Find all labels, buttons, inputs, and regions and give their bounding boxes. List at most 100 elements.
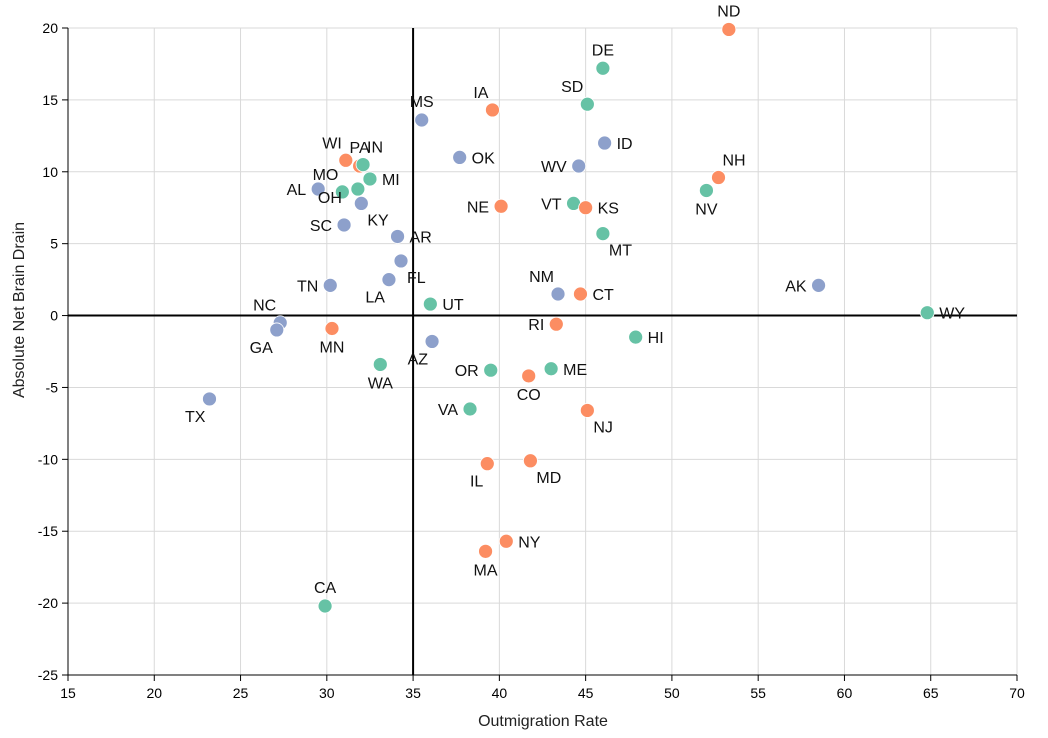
data-point-wv bbox=[571, 158, 587, 174]
data-point-ok bbox=[452, 149, 468, 165]
point-label-nd: ND bbox=[717, 3, 740, 20]
data-point-ar bbox=[390, 229, 405, 244]
point-label-ks: KS bbox=[598, 201, 619, 218]
data-point-ny bbox=[498, 533, 514, 549]
data-point-ne bbox=[493, 198, 509, 214]
data-point-ks bbox=[578, 200, 594, 216]
data-point-il bbox=[479, 456, 495, 472]
data-point-mi bbox=[362, 171, 378, 187]
y-tick-label: -10 bbox=[38, 451, 58, 467]
data-point-ma bbox=[478, 543, 493, 559]
data-point-wa bbox=[372, 357, 388, 372]
data-point-mt bbox=[595, 226, 611, 242]
data-point-va bbox=[462, 401, 478, 417]
data-point-in bbox=[355, 157, 371, 172]
data-point-ms bbox=[414, 112, 430, 128]
point-label-wi: WI bbox=[322, 135, 342, 152]
data-point-nh bbox=[711, 170, 726, 185]
point-label-me: ME bbox=[563, 362, 587, 379]
y-tick-label: -5 bbox=[46, 379, 59, 395]
data-point-ri bbox=[548, 316, 564, 332]
data-point-wy bbox=[919, 305, 935, 321]
data-point-ia bbox=[485, 102, 500, 118]
x-tick-label: 25 bbox=[233, 685, 249, 701]
point-label-de: DE bbox=[592, 42, 614, 59]
y-tick-label: -20 bbox=[38, 595, 58, 611]
x-tick-label: 65 bbox=[923, 685, 939, 701]
x-tick-label: 40 bbox=[492, 685, 508, 701]
point-label-tn: TN bbox=[297, 278, 318, 295]
y-axis-title: Absolute Net Brain Drain bbox=[11, 222, 28, 398]
y-tick-label: 0 bbox=[50, 308, 58, 324]
point-label-va: VA bbox=[438, 402, 458, 419]
data-point-de bbox=[595, 60, 611, 76]
x-tick-label: 20 bbox=[146, 685, 162, 701]
x-tick-label: 35 bbox=[405, 685, 421, 701]
data-point-co bbox=[521, 368, 537, 384]
data-point-md bbox=[523, 453, 538, 469]
point-label-or: OR bbox=[455, 363, 479, 380]
y-tick-label: 20 bbox=[42, 20, 58, 36]
point-label-mo: MO bbox=[313, 167, 339, 184]
data-point-tn bbox=[322, 277, 338, 293]
point-label-ia: IA bbox=[473, 85, 488, 102]
data-point-la bbox=[381, 272, 397, 288]
point-label-wv: WV bbox=[541, 159, 567, 176]
data-point-ct bbox=[573, 286, 588, 302]
data-point-oh bbox=[350, 181, 366, 197]
point-label-nh: NH bbox=[722, 153, 745, 170]
x-tick-label: 50 bbox=[664, 685, 680, 701]
data-point-ca bbox=[317, 598, 333, 614]
data-point-ut bbox=[422, 296, 438, 312]
data-point-fl bbox=[393, 253, 409, 269]
point-label-ga: GA bbox=[250, 340, 273, 357]
point-label-nv: NV bbox=[695, 201, 718, 218]
point-label-ne: NE bbox=[467, 199, 489, 216]
axes: 15 20 25 30 35 40 45 50 55 60 65 7020151050-5-10-15… bbox=[38, 20, 1025, 701]
point-label-sc: SC bbox=[310, 218, 332, 235]
point-label-in: IN bbox=[367, 140, 383, 157]
point-label-ri: RI bbox=[528, 317, 544, 334]
data-point-sc bbox=[336, 217, 352, 233]
y-tick-label: -15 bbox=[38, 523, 58, 539]
point-label-al: AL bbox=[287, 182, 307, 199]
y-tick-label: -25 bbox=[38, 667, 58, 683]
data-point-nm bbox=[550, 286, 566, 302]
data-point-tx bbox=[202, 391, 217, 407]
data-point-az bbox=[424, 334, 440, 349]
point-label-ca: CA bbox=[314, 580, 337, 597]
point-label-ny: NY bbox=[518, 534, 541, 551]
point-label-ar: AR bbox=[410, 229, 432, 246]
point-label-hi: HI bbox=[648, 330, 664, 347]
point-label-md: MD bbox=[536, 470, 561, 487]
point-label-ok: OK bbox=[472, 150, 495, 167]
point-label-nc: NC bbox=[253, 298, 276, 315]
point-label-ma: MA bbox=[474, 562, 498, 579]
point-label-nm: NM bbox=[529, 269, 554, 286]
data-point-mo bbox=[334, 184, 350, 200]
grid-lines bbox=[68, 27, 1018, 675]
point-label-ky: KY bbox=[367, 212, 389, 229]
point-label-vt: VT bbox=[541, 196, 562, 213]
point-label-ms: MS bbox=[410, 94, 434, 111]
point-label-mi: MI bbox=[382, 172, 400, 189]
data-point-ky bbox=[353, 196, 369, 211]
point-label-ut: UT bbox=[442, 297, 464, 314]
data-point-id bbox=[597, 135, 613, 151]
data-point-al bbox=[310, 181, 326, 197]
y-tick-label: 5 bbox=[50, 236, 58, 252]
point-label-mn: MN bbox=[320, 339, 345, 356]
data-points bbox=[202, 22, 935, 614]
point-label-tx: TX bbox=[185, 409, 206, 426]
point-label-pa: PA bbox=[350, 140, 370, 157]
point-label-wy: WY bbox=[939, 306, 965, 323]
point-label-mt: MT bbox=[609, 243, 632, 260]
y-tick-label: 15 bbox=[42, 92, 58, 108]
x-tick-label: 30 bbox=[319, 685, 335, 701]
x-axis-title: Outmigration Rate bbox=[478, 713, 608, 730]
point-label-sd: SD bbox=[561, 79, 583, 96]
point-label-la: LA bbox=[365, 290, 385, 307]
data-point-nv bbox=[699, 183, 714, 198]
